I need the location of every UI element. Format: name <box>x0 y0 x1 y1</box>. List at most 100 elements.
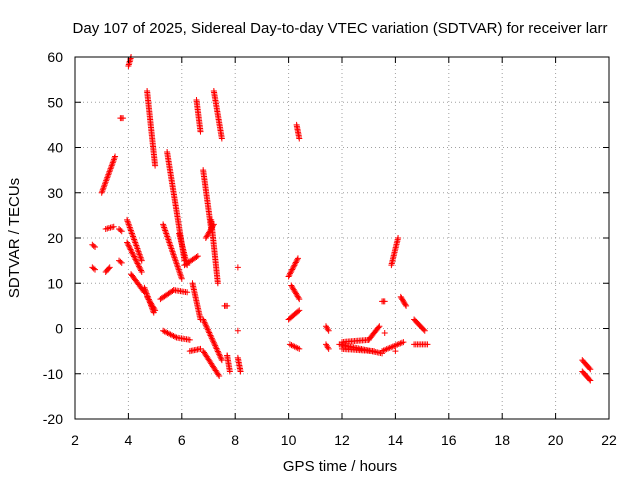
data-point <box>138 257 145 264</box>
data-point <box>171 333 178 340</box>
data-point <box>208 335 215 342</box>
x-tick-label: 14 <box>388 432 404 448</box>
data-point <box>421 327 428 334</box>
data-point <box>171 254 178 261</box>
data-point <box>201 319 208 326</box>
data-point <box>138 267 145 274</box>
data-point <box>174 262 181 269</box>
data-point <box>224 352 231 359</box>
data-point <box>287 270 294 277</box>
data-point <box>234 327 241 334</box>
data-point <box>120 115 127 122</box>
data-point <box>168 245 175 252</box>
data-point <box>586 376 593 383</box>
x-tick-label: 20 <box>548 432 564 448</box>
data-point <box>381 330 388 337</box>
data-point <box>210 338 217 345</box>
y-tick-label: 40 <box>47 140 63 156</box>
data-point <box>129 250 136 257</box>
data-point <box>381 298 388 305</box>
data-point <box>213 345 220 352</box>
data-point <box>193 254 200 261</box>
data-point <box>151 306 158 313</box>
data-point <box>375 324 382 331</box>
data-point <box>211 341 218 348</box>
data-point <box>160 222 167 229</box>
data-point <box>117 258 124 265</box>
data-point <box>170 251 177 258</box>
data-point <box>288 267 295 274</box>
data-point <box>292 259 299 266</box>
x-tick-label: 12 <box>334 432 350 448</box>
data-point <box>117 227 124 234</box>
data-point <box>166 239 173 246</box>
data-point <box>424 341 431 348</box>
data-point <box>167 242 174 249</box>
data-point <box>206 329 213 336</box>
data-point <box>173 260 180 267</box>
data-point <box>161 224 168 231</box>
y-tick-label: 50 <box>47 94 63 110</box>
data-point <box>216 373 223 380</box>
data-point <box>162 228 169 235</box>
data-point <box>127 246 134 253</box>
data-point <box>202 320 209 327</box>
data-point <box>293 258 300 265</box>
data-point <box>137 266 144 273</box>
data-point <box>296 345 303 352</box>
data-point <box>295 308 302 315</box>
data-point <box>212 342 219 349</box>
data-point <box>208 333 215 340</box>
data-point <box>287 269 294 276</box>
data-point <box>134 260 141 267</box>
data-point <box>166 241 173 248</box>
data-point <box>586 365 593 372</box>
data-point <box>371 348 378 355</box>
data-point <box>174 263 181 270</box>
x-tick-label: 18 <box>494 432 510 448</box>
data-point <box>164 233 171 240</box>
y-tick-label: -10 <box>43 366 63 382</box>
data-point <box>124 239 131 246</box>
data-point <box>126 243 133 250</box>
axis-ticks: 2 4 6 8 10 12 14 16 18 20 22 -20 -10 0 10 20 30 40 50 60 <box>43 49 617 448</box>
data-point <box>194 253 201 260</box>
data-point <box>296 296 303 303</box>
data-point <box>124 240 131 247</box>
data-point <box>172 256 179 263</box>
data-point <box>128 249 135 256</box>
data-point <box>186 336 193 343</box>
data-point <box>162 227 169 234</box>
data-point <box>202 322 209 329</box>
data-point <box>142 287 149 294</box>
data-point <box>218 135 225 142</box>
data-point <box>294 256 301 263</box>
data-point <box>126 245 133 252</box>
data-point <box>177 271 184 278</box>
data-point <box>133 259 140 266</box>
x-tick-label: 16 <box>441 432 457 448</box>
data-point <box>160 221 167 228</box>
data-point <box>175 266 182 273</box>
data-point <box>286 272 293 279</box>
data-point <box>176 269 183 276</box>
data-point <box>130 252 137 259</box>
data-point <box>152 307 159 314</box>
data-point <box>216 352 223 359</box>
data-point <box>215 371 222 378</box>
data-point <box>587 366 594 373</box>
x-tick-label: 6 <box>178 432 186 448</box>
data-point <box>296 307 303 314</box>
x-tick-label: 4 <box>125 432 133 448</box>
x-tick-label: 2 <box>71 432 79 448</box>
data-point <box>218 357 225 364</box>
data-point <box>168 247 175 254</box>
data-point <box>167 244 174 251</box>
data-point <box>141 284 148 291</box>
data-point <box>203 323 210 330</box>
data-point <box>295 294 302 301</box>
chart-title: Day 107 of 2025, Sidereal Day-to-day VTE… <box>73 20 608 37</box>
data-point <box>395 235 402 241</box>
data-point <box>403 302 410 309</box>
